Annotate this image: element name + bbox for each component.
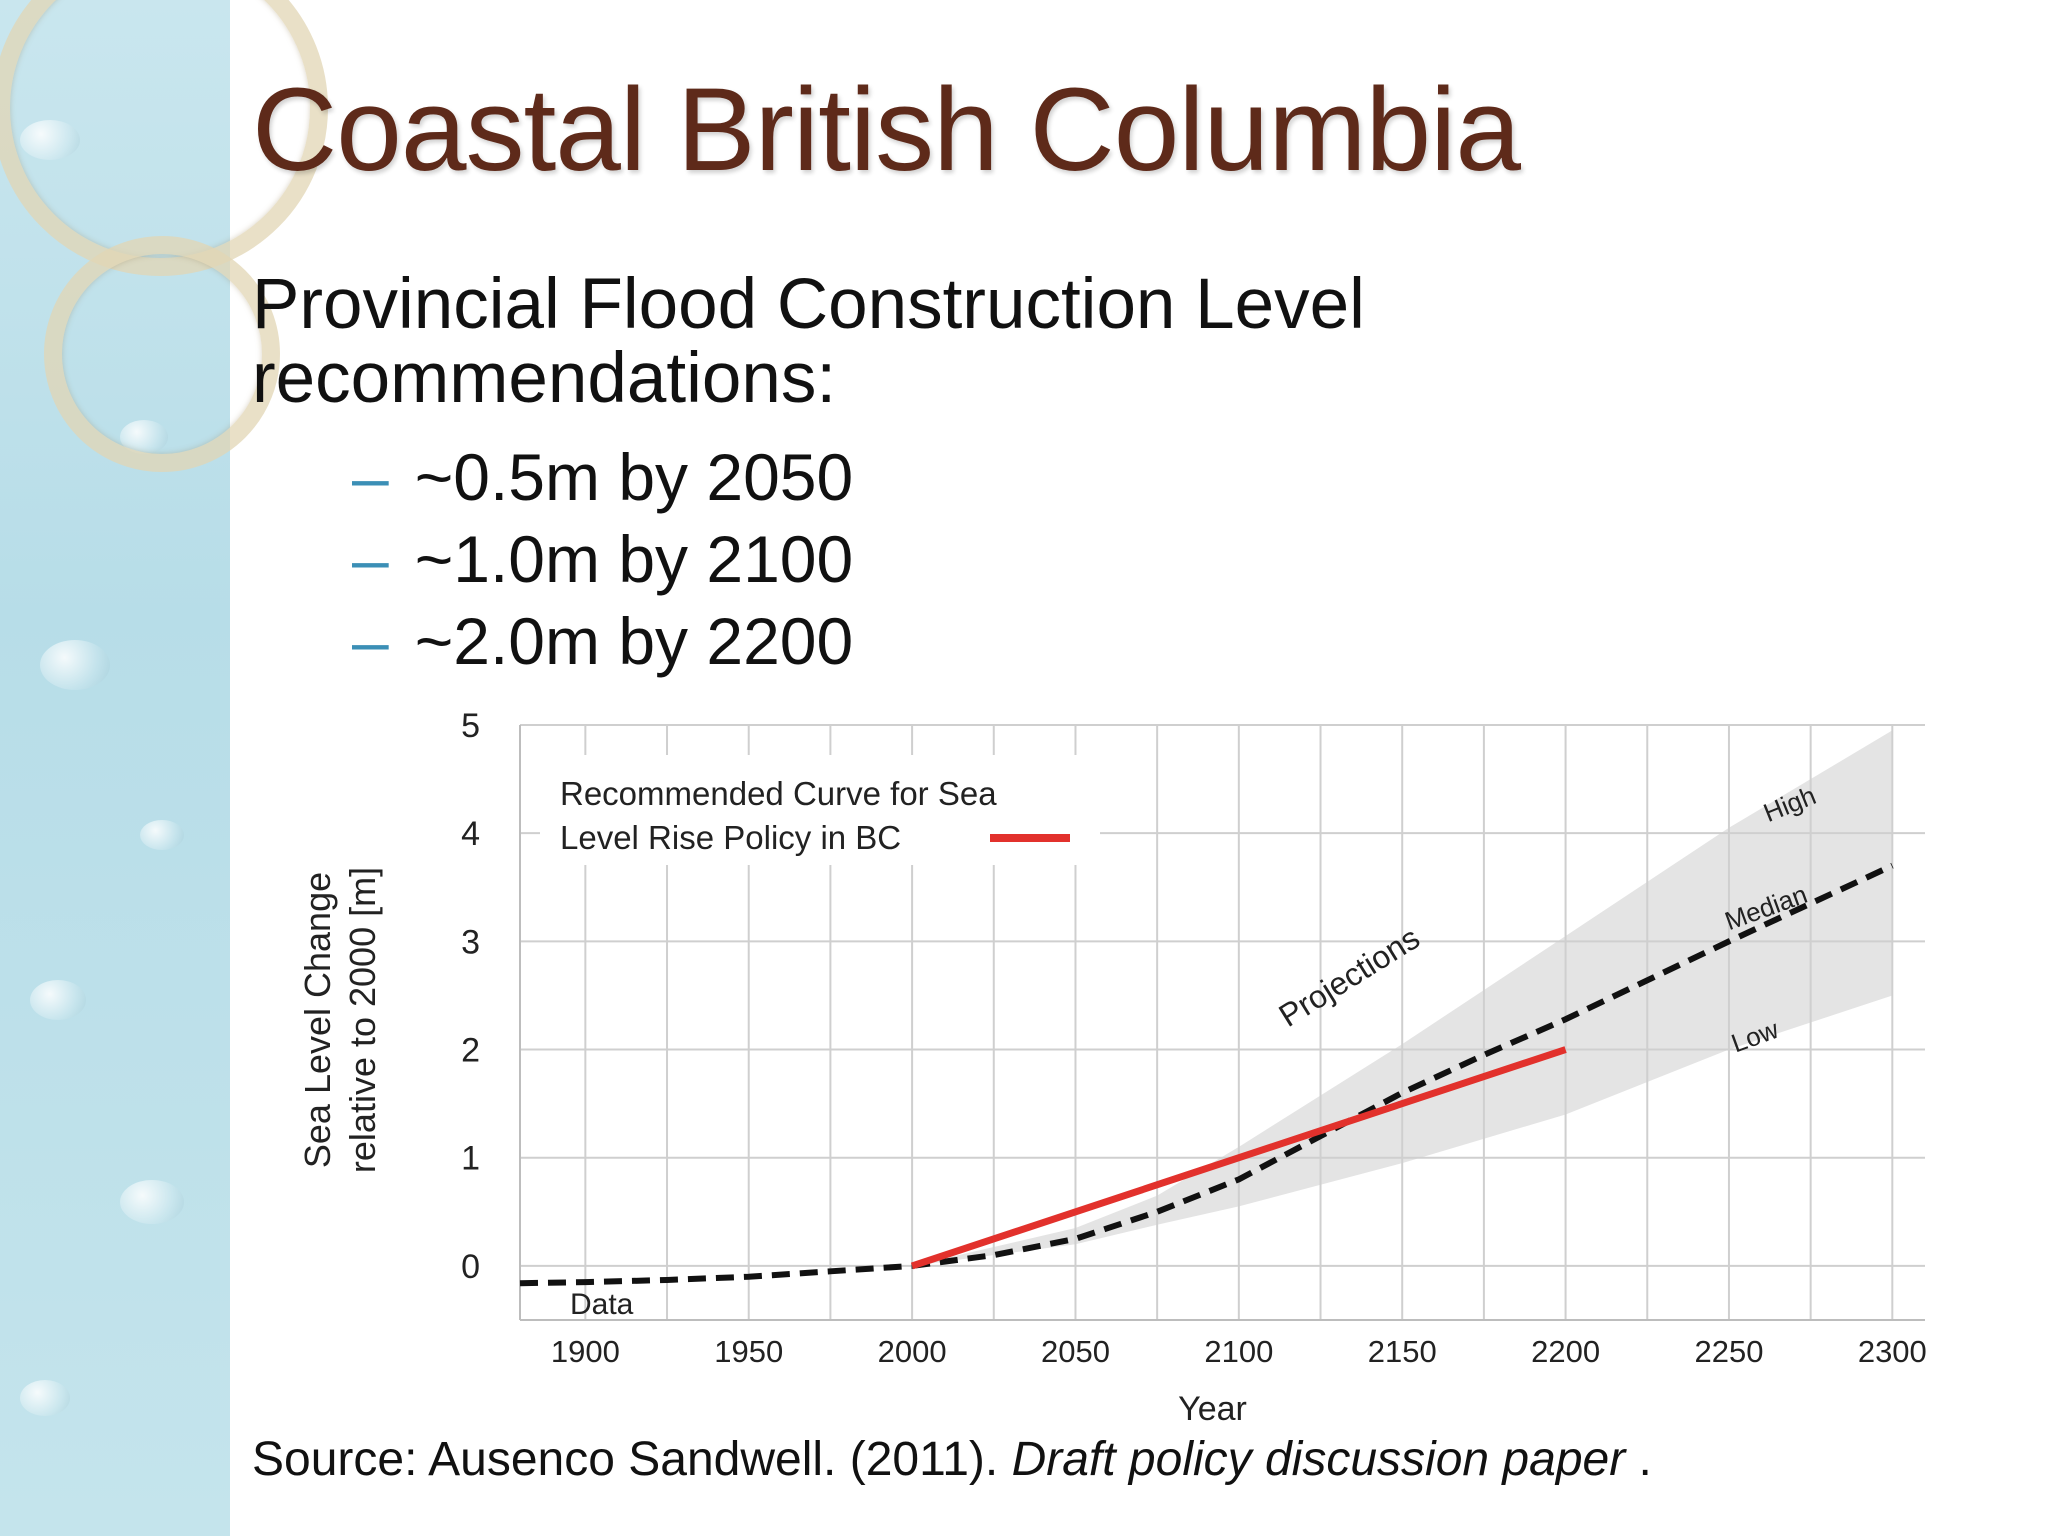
source-citation: Source: Ausenco Sandwell. (2011). Draft … — [252, 1432, 1652, 1487]
source-title: Draft policy discussion paper — [1011, 1433, 1626, 1486]
y-tick-label: 5 — [461, 707, 480, 745]
y-tick-label: 2 — [461, 1032, 480, 1070]
bullet-item: – ~1.0m by 2100 — [352, 518, 853, 600]
water-drop — [20, 1380, 70, 1416]
bullet-dash: – — [352, 604, 389, 678]
water-drop — [40, 640, 110, 690]
y-tick-label: 0 — [461, 1248, 480, 1286]
series-line-data — [519, 1262, 913, 1287]
legend-box — [540, 755, 1100, 865]
water-drop — [30, 980, 86, 1020]
bullet-dash: – — [352, 522, 389, 596]
water-drop — [140, 820, 184, 850]
bullet-text: ~2.0m by 2200 — [414, 604, 854, 678]
series-line-median — [911, 862, 1894, 1269]
subtitle-line-1: Provincial Flood Construction Level — [252, 265, 1365, 344]
x-tick-label: 2250 — [1694, 1334, 1763, 1369]
y-tick-label: 1 — [461, 1140, 480, 1178]
x-tick-label: 2150 — [1368, 1334, 1437, 1369]
x-axis-title: Year — [1178, 1390, 1247, 1428]
legend-label-line-1: Recommended Curve for Sea — [560, 775, 997, 812]
bullet-item: – ~0.5m by 2050 — [352, 436, 853, 518]
x-tick-label: 2100 — [1204, 1334, 1273, 1369]
bullet-dash: – — [352, 440, 389, 514]
source-suffix: . — [1638, 1433, 1652, 1486]
y-axis-title-line-2: relative to 2000 [m] — [342, 867, 383, 1173]
y-tick-label: 3 — [461, 923, 480, 961]
bullet-text: ~0.5m by 2050 — [414, 440, 854, 514]
slide-title: Coastal British Columbia — [252, 64, 1521, 196]
annotation-data: Data — [570, 1288, 634, 1321]
x-tick-label: 1950 — [714, 1334, 783, 1369]
slide-subtitle: Provincial Flood Construction Level reco… — [252, 268, 1365, 416]
legend-label-line-2: Level Rise Policy in BC — [560, 819, 901, 856]
decorative-ring-small — [44, 236, 280, 472]
x-tick-label: 2050 — [1041, 1334, 1110, 1369]
water-drop — [120, 1180, 184, 1224]
x-tick-label: 1900 — [551, 1334, 620, 1369]
y-axis-title-line-1: Sea Level Change — [297, 872, 338, 1168]
x-tick-label: 2200 — [1531, 1334, 1600, 1369]
subtitle-line-2: recommendations: — [252, 339, 837, 418]
y-tick-label: 4 — [461, 815, 480, 853]
x-tick-label: 2300 — [1858, 1334, 1927, 1369]
bullet-text: ~1.0m by 2100 — [414, 522, 854, 596]
x-tick-label: 2000 — [878, 1334, 947, 1369]
bullet-item: – ~2.0m by 2200 — [352, 600, 853, 682]
source-prefix: Source: Ausenco Sandwell. (2011). — [252, 1433, 999, 1486]
bullet-list: – ~0.5m by 2050 – ~1.0m by 2100 – ~2.0m by … — [352, 436, 853, 682]
sea-level-chart: 0 1 2 3 4 5 1900 1950 2000 2050 2100 2150 2200 2250 23… — [297, 707, 1927, 1428]
series-line-recommended-curve — [910, 1046, 1567, 1270]
